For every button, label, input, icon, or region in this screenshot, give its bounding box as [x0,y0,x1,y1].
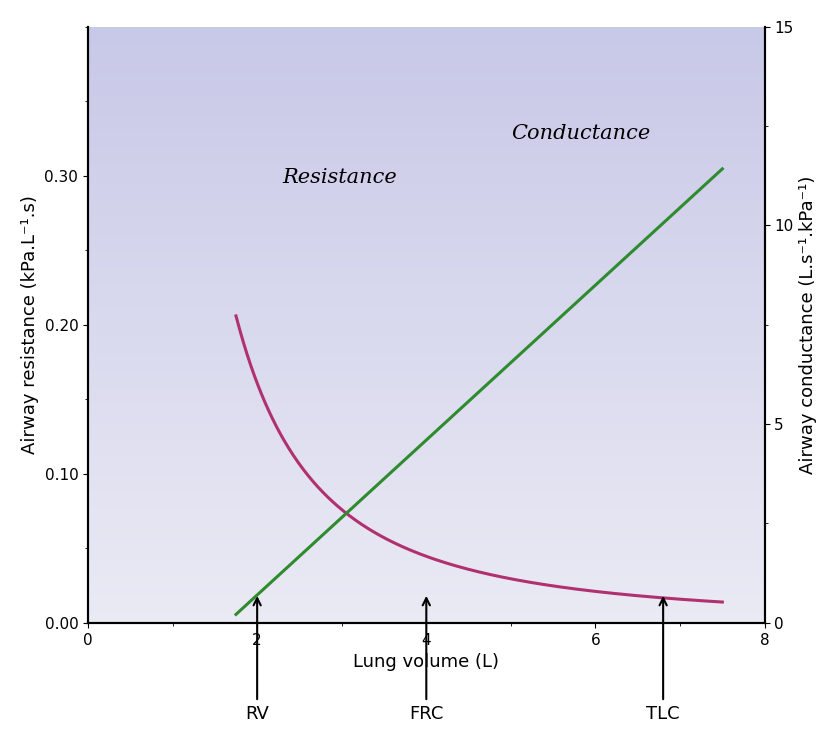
Text: TLC: TLC [646,598,680,723]
Y-axis label: Airway conductance (L.s⁻¹.kPa⁻¹): Airway conductance (L.s⁻¹.kPa⁻¹) [799,175,817,474]
Text: Resistance: Resistance [282,168,397,187]
Text: FRC: FRC [409,598,443,723]
Text: Conductance: Conductance [511,124,650,143]
X-axis label: Lung volume (L): Lung volume (L) [354,653,499,671]
Y-axis label: Airway resistance (kPa.L⁻¹.s): Airway resistance (kPa.L⁻¹.s) [21,195,39,454]
Text: RV: RV [246,598,269,723]
